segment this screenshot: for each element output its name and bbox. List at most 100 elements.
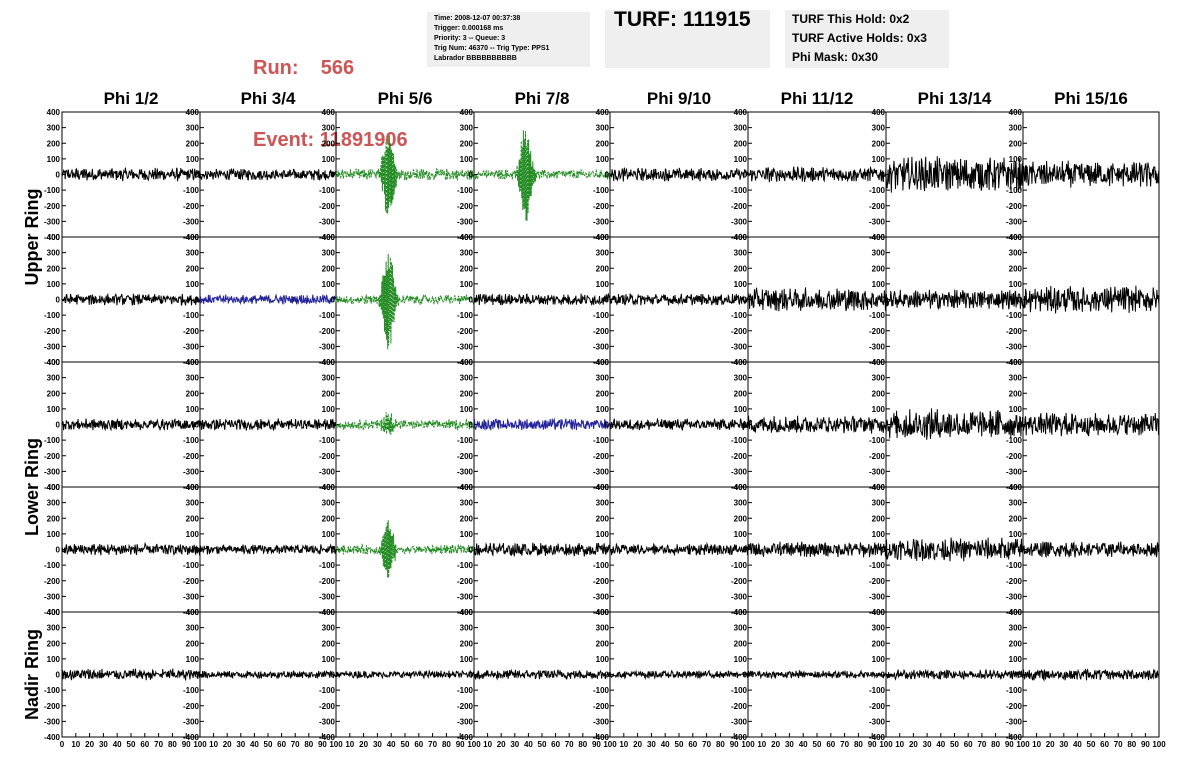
turf-hold-box: TURF This Hold: 0x2 TURF Active Holds: 0… [785, 10, 949, 68]
panel-r4-c1: 400 300 200 100 0 -100 -200 -300 -400 [44, 483, 201, 617]
info-trignum: Trig Num: 46370 -- Trig Type: PPS1 [434, 45, 550, 52]
y-tick-label: 100 [1009, 155, 1023, 164]
y-tick-label: 100 [460, 155, 474, 164]
y-tick-label: 0 [605, 421, 610, 430]
y-tick-label: -300 [593, 592, 610, 601]
y-tick-label: 200 [460, 139, 474, 148]
y-tick-label: 100 [47, 280, 61, 289]
x-tick-label: 30 [236, 740, 245, 749]
x-tick-label: 60 [551, 740, 560, 749]
y-tick-label: -300 [731, 467, 748, 476]
x-tick-label: 10 [209, 740, 218, 749]
y-tick-label: -200 [869, 452, 886, 461]
y-tick-label: -100 [319, 436, 336, 445]
y-tick-label: -200 [44, 452, 61, 461]
y-tick-label: -200 [44, 327, 61, 336]
y-tick-label: 0 [605, 671, 610, 680]
y-tick-label: 300 [47, 374, 61, 383]
x-tick-label: 100 [741, 740, 755, 749]
y-tick-label: -200 [869, 327, 886, 336]
column-header-8: Phi 15/16 [1054, 89, 1128, 108]
y-tick-label: 400 [1009, 233, 1023, 242]
y-tick-label: -100 [44, 436, 61, 445]
y-tick-label: -200 [319, 327, 336, 336]
x-tick-label: 30 [785, 740, 794, 749]
y-tick-label: 0 [331, 671, 336, 680]
y-tick-label: -200 [457, 452, 474, 461]
waveform-trace [885, 289, 1024, 311]
y-tick-label: -300 [869, 217, 886, 226]
column-header-4: Phi 7/8 [515, 89, 570, 108]
x-tick-label: 10 [483, 740, 492, 749]
y-tick-label: 0 [56, 296, 61, 305]
y-tick-label: 400 [322, 233, 336, 242]
y-tick-label: 100 [460, 655, 474, 664]
y-tick-label: -300 [457, 592, 474, 601]
y-tick-label: 400 [734, 108, 748, 117]
y-tick-label: 300 [596, 249, 610, 258]
y-tick-label: -100 [319, 561, 336, 570]
x-tick-label: 90 [318, 740, 327, 749]
y-tick-label: 200 [186, 139, 200, 148]
y-tick-label: 0 [743, 296, 748, 305]
y-tick-label: -200 [1006, 452, 1023, 461]
y-tick-label: -100 [319, 686, 336, 695]
y-tick-label: 0 [469, 546, 474, 555]
y-tick-label: 200 [460, 389, 474, 398]
y-tick-label: 0 [195, 546, 200, 555]
event-label: Event: 11891906 [253, 129, 408, 151]
y-tick-label: 300 [460, 374, 474, 383]
panel-r5-c3: 400 300 200 100 0 -100 -200 -300 -400 [319, 608, 475, 742]
y-tick-label: -400 [44, 608, 61, 617]
y-tick-label: 0 [605, 171, 610, 180]
y-tick-label: -200 [183, 202, 200, 211]
y-tick-label: 300 [47, 624, 61, 633]
y-tick-label: -100 [731, 311, 748, 320]
x-tick-label: 40 [661, 740, 670, 749]
x-tick-label: 50 [1087, 740, 1096, 749]
waveform-trace [885, 408, 1024, 440]
y-tick-label: 400 [734, 608, 748, 617]
y-tick-label: 100 [872, 405, 886, 414]
y-tick-label: 400 [322, 608, 336, 617]
x-tick-label: 50 [950, 740, 959, 749]
y-tick-label: 400 [872, 358, 886, 367]
y-tick-label: -300 [319, 342, 336, 351]
column-header-7: Phi 13/14 [918, 89, 992, 108]
y-tick-label: 300 [872, 249, 886, 258]
y-tick-label: -400 [44, 483, 61, 492]
x-tick-label: 100 [603, 740, 617, 749]
waveform-trace [1022, 160, 1160, 188]
y-tick-label: -200 [44, 202, 61, 211]
y-tick-label: -300 [44, 342, 61, 351]
x-tick-label: 80 [991, 740, 1000, 749]
y-tick-label: -200 [183, 452, 200, 461]
y-tick-label: 200 [460, 514, 474, 523]
y-tick-label: 100 [322, 530, 336, 539]
y-tick-label: 300 [1009, 124, 1023, 133]
panel-r3-c1: 400 300 200 100 0 -100 -200 -300 -400 [44, 358, 201, 492]
y-tick-label: -100 [183, 561, 200, 570]
x-tick-label: 60 [826, 740, 835, 749]
y-tick-label: 400 [186, 108, 200, 117]
panel-r5-c4: 400 300 200 100 0 -100 -200 -300 -400 [457, 608, 611, 742]
x-tick-label: 40 [1073, 740, 1082, 749]
y-tick-label: 200 [460, 264, 474, 273]
waveform-trace [61, 668, 201, 681]
x-tick-label: 80 [854, 740, 863, 749]
y-tick-label: 200 [47, 139, 61, 148]
y-tick-label: 100 [47, 155, 61, 164]
x-tick-label: 40 [250, 740, 259, 749]
y-tick-label: 0 [1018, 421, 1023, 430]
y-tick-label: 300 [734, 374, 748, 383]
y-tick-label: -100 [183, 311, 200, 320]
y-tick-label: -100 [44, 311, 61, 320]
y-tick-label: 300 [47, 249, 61, 258]
y-tick-label: 200 [734, 264, 748, 273]
y-tick-label: 400 [47, 358, 61, 367]
y-tick-label: 300 [322, 124, 336, 133]
y-tick-label: 300 [596, 124, 610, 133]
